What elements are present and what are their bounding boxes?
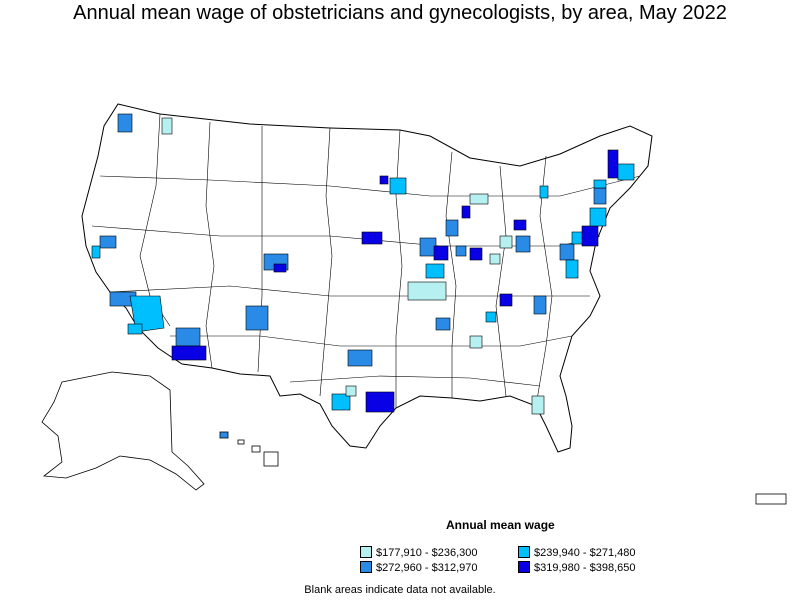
metro-areas	[91, 113, 635, 415]
legend-item: $177,910 - $236,300	[360, 546, 478, 560]
legend-label: $272,960 - $312,970	[376, 562, 478, 574]
hawaii-islands	[219, 431, 279, 467]
legend-swatch	[360, 561, 372, 573]
puerto-rico-outline	[755, 493, 787, 505]
alaska-outline	[41, 371, 205, 491]
legend-swatch	[518, 546, 530, 558]
legend-swatch	[518, 561, 530, 573]
legend-label: $239,940 - $271,480	[534, 547, 636, 559]
map-title: Annual mean wage of obstetricians and gy…	[73, 2, 727, 24]
legend-title: Annual mean wage	[446, 518, 555, 532]
legend-label: $319,980 - $398,650	[534, 562, 636, 574]
footnote: Blank areas indicate data not available.	[304, 584, 496, 596]
legend-item: $272,960 - $312,970	[360, 561, 478, 575]
us-wage-map	[0, 96, 800, 516]
legend-item: $319,980 - $398,650	[518, 561, 636, 575]
legend-swatch	[360, 546, 372, 558]
legend-label: $177,910 - $236,300	[376, 547, 478, 559]
legend-item: $239,940 - $271,480	[518, 546, 636, 560]
